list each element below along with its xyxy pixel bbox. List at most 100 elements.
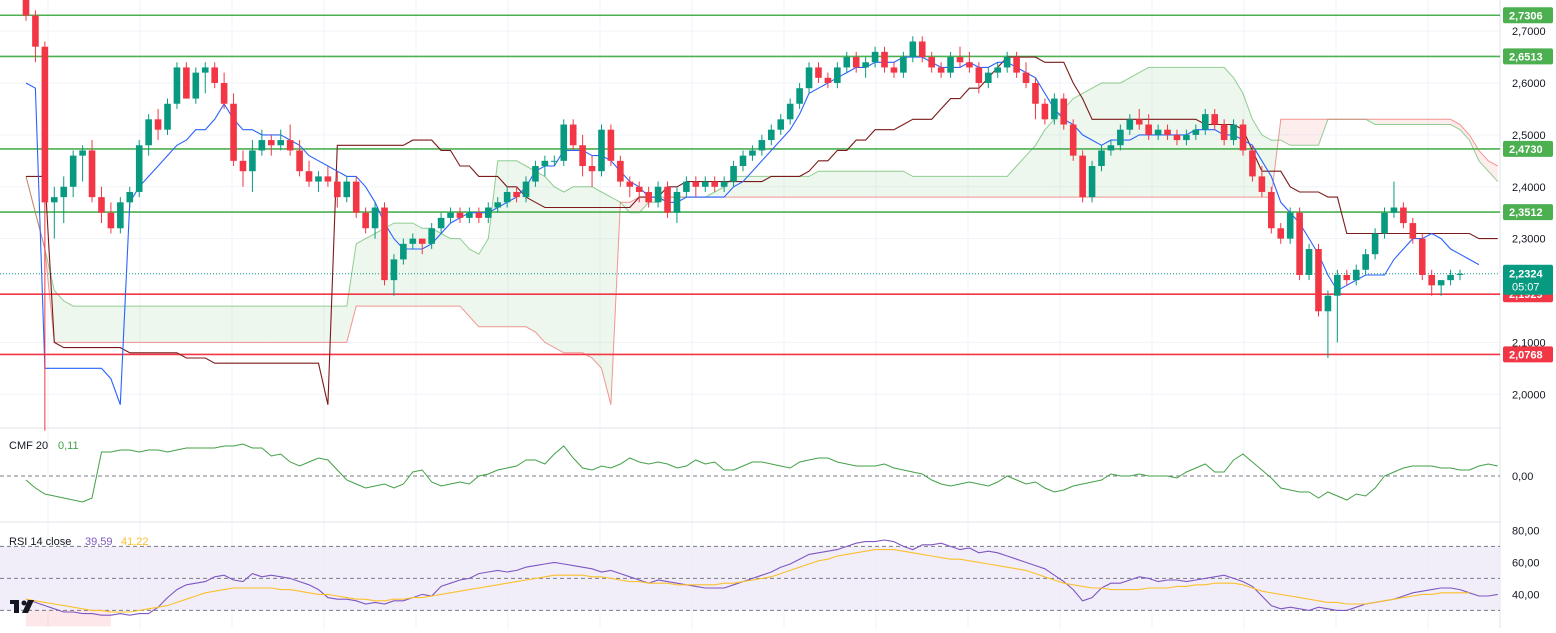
candle-body	[654, 186, 662, 203]
candle-body	[1013, 57, 1020, 73]
cloud-segment	[63, 300, 74, 343]
candle	[890, 62, 898, 78]
candle-body	[843, 57, 851, 68]
cloud-segment	[224, 306, 234, 343]
candle	[305, 160, 313, 187]
candle	[1249, 145, 1256, 182]
candle-body	[1173, 134, 1181, 141]
candle-body	[768, 129, 775, 141]
cloud-segment	[516, 160, 527, 327]
candle	[1088, 160, 1096, 203]
candle	[1428, 269, 1435, 296]
candle	[192, 67, 200, 104]
cloud-segment	[837, 171, 847, 198]
cloud-segment	[450, 238, 460, 307]
cloud-segment	[393, 223, 404, 307]
candle	[900, 51, 907, 78]
candle-body	[1003, 57, 1011, 68]
cloud-segment	[82, 306, 93, 343]
candle	[277, 129, 285, 151]
candle	[1164, 124, 1171, 141]
candle-body	[173, 67, 181, 104]
candle	[1437, 280, 1445, 296]
candle-body	[1079, 155, 1086, 198]
candle-body	[484, 207, 492, 218]
tradingview-icon[interactable]	[10, 600, 34, 613]
candle	[1258, 166, 1266, 198]
cloud-segment	[1224, 67, 1234, 198]
cloud-segment	[1488, 160, 1498, 182]
cloud-segment	[309, 306, 319, 343]
candle	[418, 238, 426, 255]
candle	[164, 98, 171, 135]
candle-body	[494, 202, 502, 208]
level-badge-label: 2,6513	[1509, 51, 1543, 63]
cloud-segment	[931, 176, 942, 198]
candle-body	[41, 46, 49, 203]
cloud-segment	[139, 306, 149, 343]
candle	[607, 124, 615, 167]
candle-body	[777, 119, 785, 130]
candle-body	[1334, 274, 1341, 296]
cloud-segment	[92, 306, 102, 343]
cloud-segment	[544, 176, 555, 348]
candle-body	[758, 140, 766, 151]
candle-body	[230, 103, 237, 161]
candle-body	[315, 176, 322, 182]
candle-body	[343, 181, 351, 198]
candle-body	[1032, 83, 1039, 104]
candle-body	[569, 124, 577, 146]
candle-body	[645, 191, 652, 203]
candle	[400, 238, 407, 265]
candle	[352, 176, 360, 218]
candle	[69, 150, 77, 198]
candle	[1286, 207, 1294, 244]
cloud-segment	[1460, 124, 1470, 141]
candle	[1117, 124, 1124, 151]
candle-body	[701, 181, 709, 187]
candle	[994, 62, 1002, 78]
cloud-segment	[865, 171, 876, 198]
cloud-segment	[1139, 67, 1149, 198]
candle-body	[900, 57, 907, 73]
cloud-segment	[582, 186, 593, 358]
candle	[249, 140, 256, 192]
candle-body	[381, 207, 388, 281]
candle-body	[1277, 228, 1285, 239]
candle	[267, 134, 275, 156]
candle	[598, 124, 605, 177]
candle-body	[79, 150, 86, 156]
candle-body	[1154, 129, 1162, 135]
candle-body	[1352, 269, 1360, 281]
cloud-segment	[941, 176, 951, 198]
candle-body	[1022, 72, 1030, 84]
candle-body	[588, 166, 596, 172]
candles	[22, 0, 1464, 431]
rsi-tick-label: 40,00	[1512, 589, 1540, 601]
candle	[41, 41, 49, 431]
candle	[739, 150, 747, 172]
candle-body	[1343, 274, 1351, 281]
candle-body	[551, 160, 558, 162]
cloud-segment	[488, 160, 498, 327]
cmf-legend[interactable]: CMF 20 0,11	[9, 440, 79, 452]
candle-body	[1145, 124, 1152, 135]
level-badge: 2,6513	[1503, 48, 1553, 65]
candle-body	[1315, 249, 1322, 312]
candle	[296, 140, 303, 177]
cloud-segment	[110, 306, 121, 343]
level-badge-label: 2,4730	[1509, 144, 1543, 156]
cmf-line	[25, 443, 1498, 503]
cloud-segment	[1148, 67, 1159, 198]
candle	[1268, 186, 1275, 234]
candle	[852, 51, 860, 73]
candle-body	[1117, 129, 1124, 146]
candle-body	[249, 150, 256, 172]
candle	[560, 119, 568, 167]
candle	[503, 186, 511, 208]
candle	[1022, 62, 1030, 89]
rsi-legend[interactable]: RSI 14 close 39,59 41,22	[9, 536, 149, 548]
candle-body	[1305, 249, 1313, 275]
